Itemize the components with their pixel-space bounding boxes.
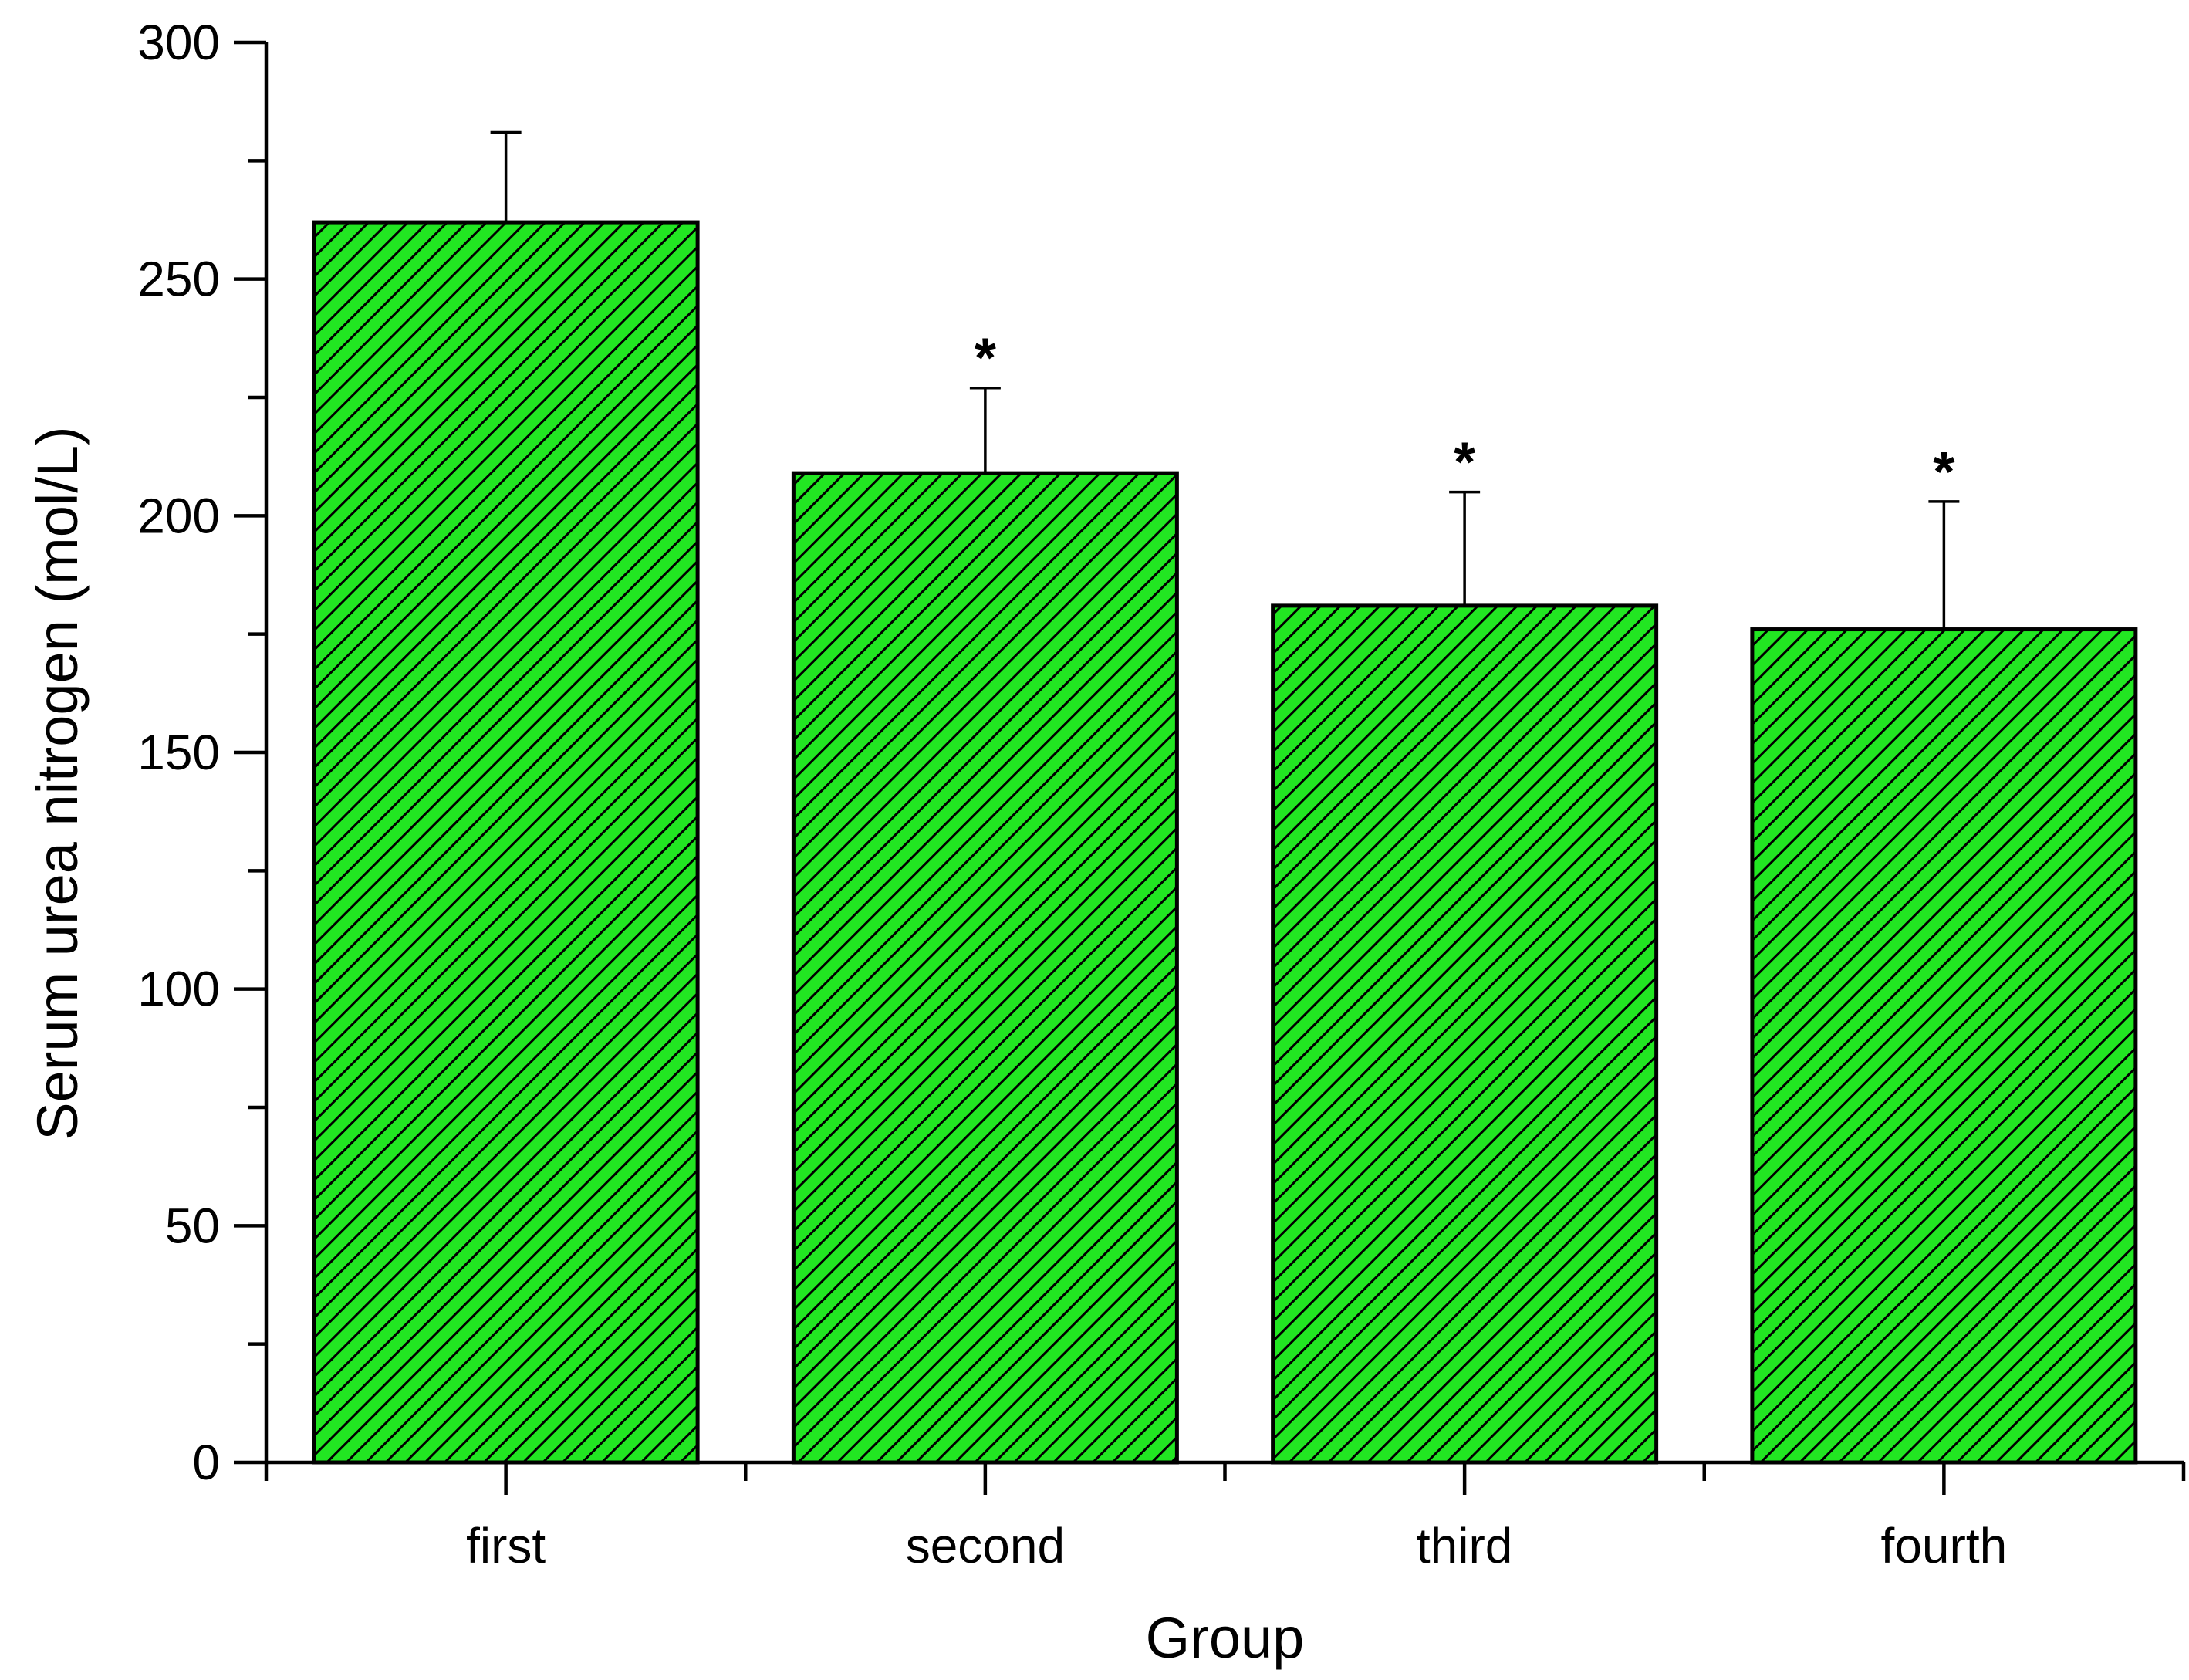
y-tick-label: 150	[137, 725, 220, 780]
y-axis-title: Serum urea nitrogen (mol/L)	[25, 426, 90, 1140]
x-tick-label-first: first	[466, 1518, 546, 1574]
x-tick-label-third: third	[1417, 1518, 1513, 1574]
x-ticks: first second third fourth	[264, 1462, 2186, 1574]
y-ticks: 0 50 100 150 200 250 300	[137, 15, 266, 1490]
error-bars-layer: * * *	[490, 130, 1960, 630]
significance-mark-second: *	[975, 328, 996, 390]
significance-mark-fourth: *	[1933, 441, 1954, 503]
y-tick-label: 250	[137, 252, 220, 307]
bar-first	[312, 220, 700, 1465]
y-tick-label: 50	[165, 1198, 220, 1253]
x-tick-label-second: second	[906, 1518, 1065, 1574]
bar-fourth	[1750, 627, 2138, 1465]
bars-layer	[312, 220, 2138, 1465]
bar-second	[791, 471, 1179, 1465]
y-tick-label: 300	[137, 15, 220, 70]
bar-third	[1271, 603, 1659, 1465]
y-tick-label: 0	[192, 1435, 220, 1490]
y-tick-label: 100	[137, 962, 220, 1017]
x-tick-label-fourth: fourth	[1881, 1518, 2008, 1574]
x-axis-title: Group	[1146, 1606, 1305, 1670]
significance-mark-third: *	[1454, 432, 1475, 494]
y-tick-label: 200	[137, 488, 220, 543]
